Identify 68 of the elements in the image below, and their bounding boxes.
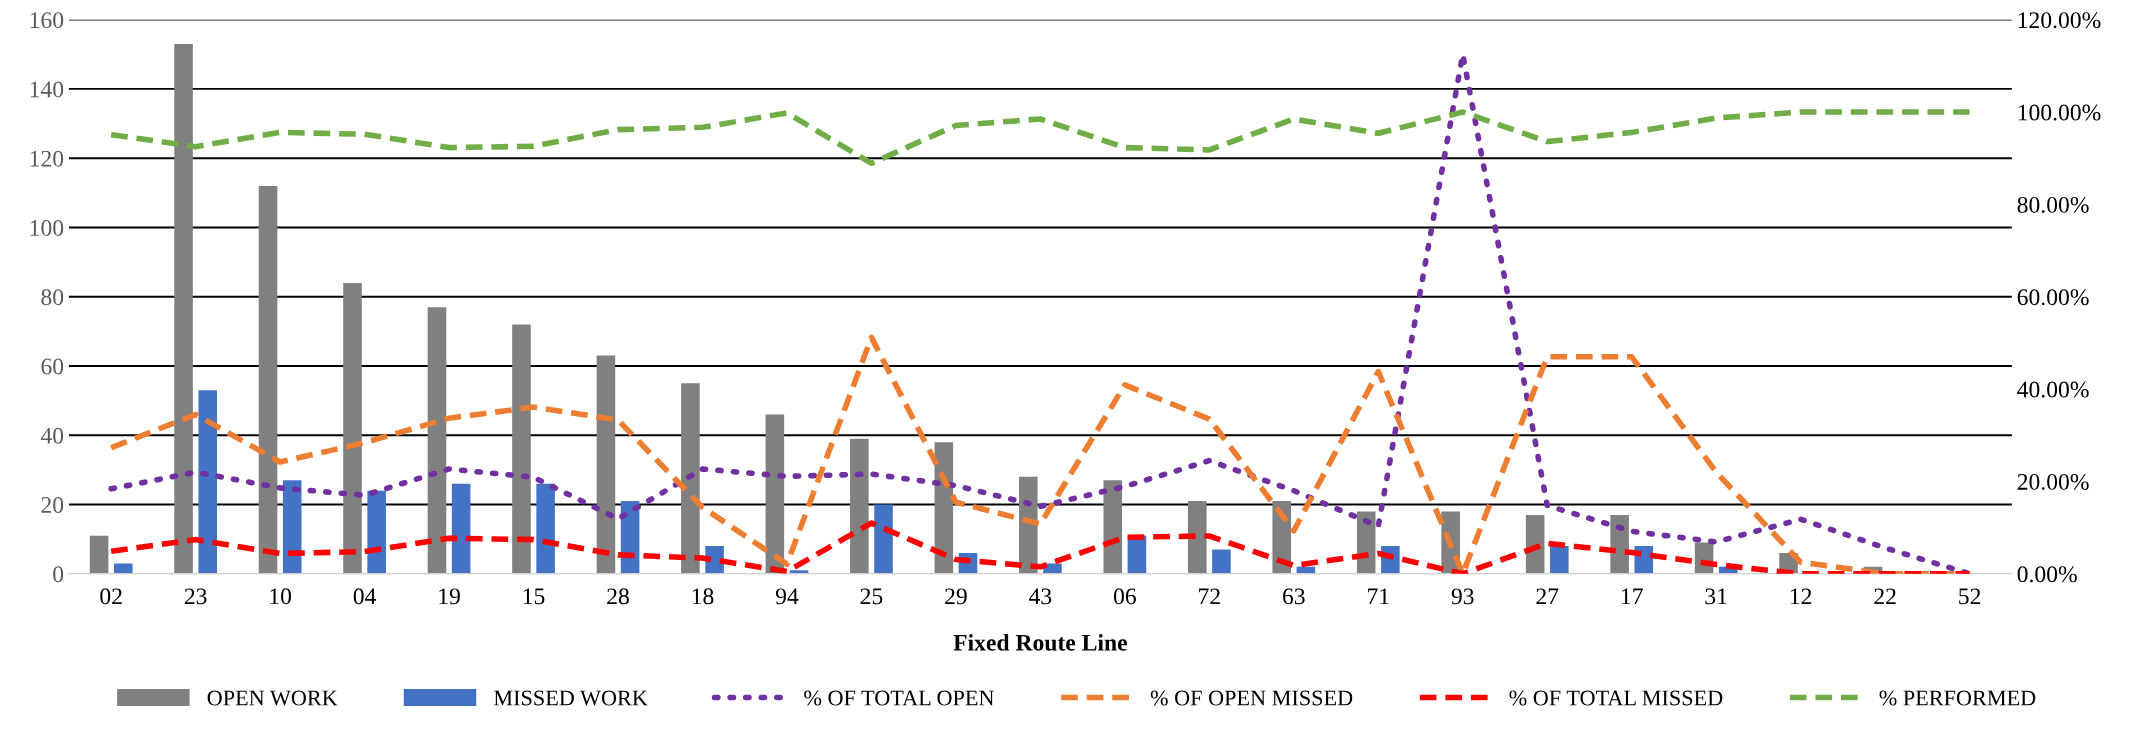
x-tick-label: 29: [945, 588, 967, 605]
bar: [343, 282, 362, 574]
bar: [512, 324, 531, 574]
y-tick-label: 0: [53, 566, 64, 583]
x-tick-label: 06: [1113, 588, 1136, 605]
bar: [1187, 501, 1207, 574]
bar: [451, 483, 471, 574]
y-tick-label: 20: [41, 497, 64, 513]
bar: [1610, 514, 1629, 574]
x-tick-label: 10: [270, 588, 292, 605]
bar: [1212, 549, 1231, 574]
legend-label: % PERFORMED: [1879, 690, 2036, 706]
x-tick-label: 25: [860, 588, 883, 605]
y2-tick-label: 0.00%: [2017, 566, 2077, 583]
y2-tick-label: 20.00%: [2017, 473, 2089, 490]
y2-tick-label: 120.00%: [2018, 12, 2101, 29]
x-tick-label: 02: [100, 588, 122, 605]
x-tick-label: 28: [607, 588, 629, 605]
legend-label: % OF OPEN MISSED: [1150, 690, 1353, 706]
bar: [89, 535, 109, 574]
legend-label: OPEN WORK: [207, 690, 338, 706]
x-tick-label: 12: [1790, 588, 1812, 605]
x-tick-label: 19: [439, 588, 460, 605]
x-tick-label: 93: [1451, 588, 1474, 605]
bar: [258, 185, 278, 574]
bar: [1019, 476, 1038, 574]
bar: [850, 438, 869, 574]
x-axis-title: Fixed Route Line: [953, 634, 1127, 651]
bar: [874, 504, 893, 574]
x-tick-label: 23: [184, 588, 207, 605]
x-tick-label: 31: [1705, 588, 1727, 605]
x-tick-label: 72: [1199, 588, 1220, 605]
bar: [174, 43, 193, 574]
y-tick-label: 120: [30, 150, 64, 167]
legend-label: % OF TOTAL OPEN: [804, 690, 994, 706]
bar: [427, 307, 447, 574]
y2-tick-label: 40.00%: [2017, 381, 2089, 398]
y-tick-label: 60: [41, 358, 64, 375]
y2-tick-label: 100.00%: [2018, 104, 2101, 121]
x-tick-label: 17: [1621, 588, 1643, 605]
x-tick-label: 94: [775, 588, 799, 605]
x-tick-label: 04: [353, 588, 377, 605]
x-tick-label: 52: [1959, 588, 1981, 605]
y2-tick-label: 80.00%: [2017, 196, 2089, 213]
bar: [1103, 480, 1123, 574]
bar: [198, 390, 218, 574]
bar: [367, 490, 386, 574]
y-tick-label: 100: [30, 219, 64, 236]
y-tick-label: 140: [30, 81, 64, 98]
y-tick-label: 160: [30, 12, 64, 29]
bar: [113, 563, 133, 574]
legend-label: MISSED WORK: [493, 690, 648, 706]
y-tick-label: 40: [40, 427, 64, 444]
bar: [596, 355, 616, 574]
y-tick-label: 80: [41, 289, 64, 306]
bar: [1550, 546, 1569, 574]
x-tick-label: 71: [1368, 588, 1389, 605]
bar: [765, 414, 785, 574]
legend-label: % OF TOTAL MISSED: [1509, 690, 1723, 706]
x-tick-label: 22: [1874, 588, 1896, 605]
x-tick-label: 15: [523, 588, 545, 605]
bar: [681, 383, 700, 574]
x-tick-label: 27: [1536, 588, 1559, 605]
x-tick-label: 18: [692, 588, 714, 605]
bar: [536, 483, 555, 574]
y2-tick-label: 60.00%: [2017, 289, 2089, 306]
x-tick-label: 63: [1283, 588, 1305, 605]
x-tick-label: 43: [1029, 588, 1052, 605]
